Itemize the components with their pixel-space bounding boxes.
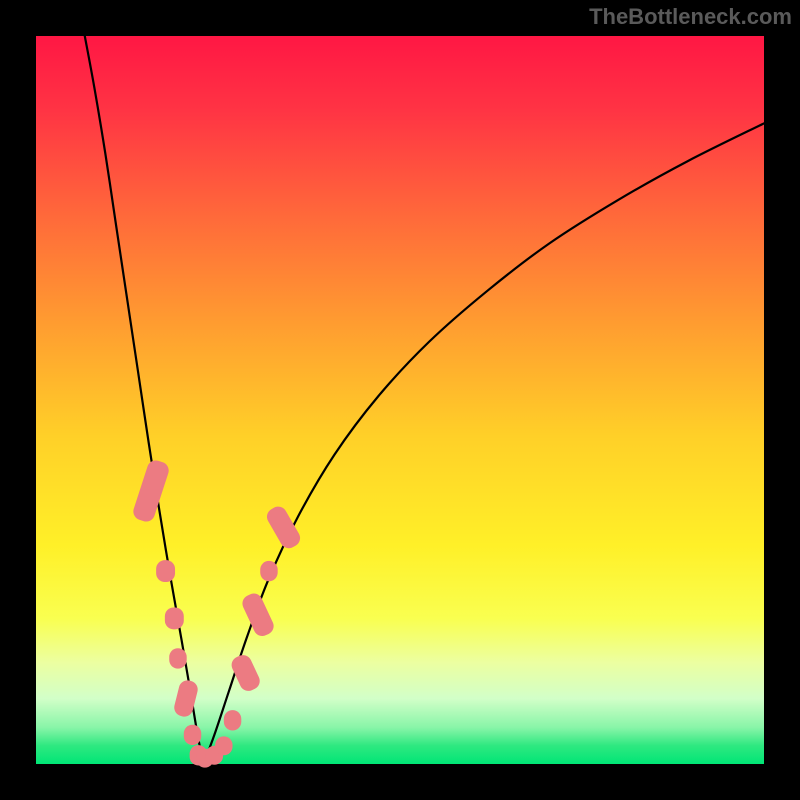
data-marker: [215, 736, 232, 755]
data-marker: [224, 710, 241, 730]
data-marker: [165, 607, 184, 629]
bottleneck-chart: [0, 0, 800, 800]
data-marker: [260, 561, 277, 581]
chart-container: TheBottleneck.com: [0, 0, 800, 800]
data-marker: [184, 725, 201, 745]
data-marker: [169, 648, 186, 668]
data-marker: [156, 560, 175, 582]
plot-area: [36, 36, 764, 764]
